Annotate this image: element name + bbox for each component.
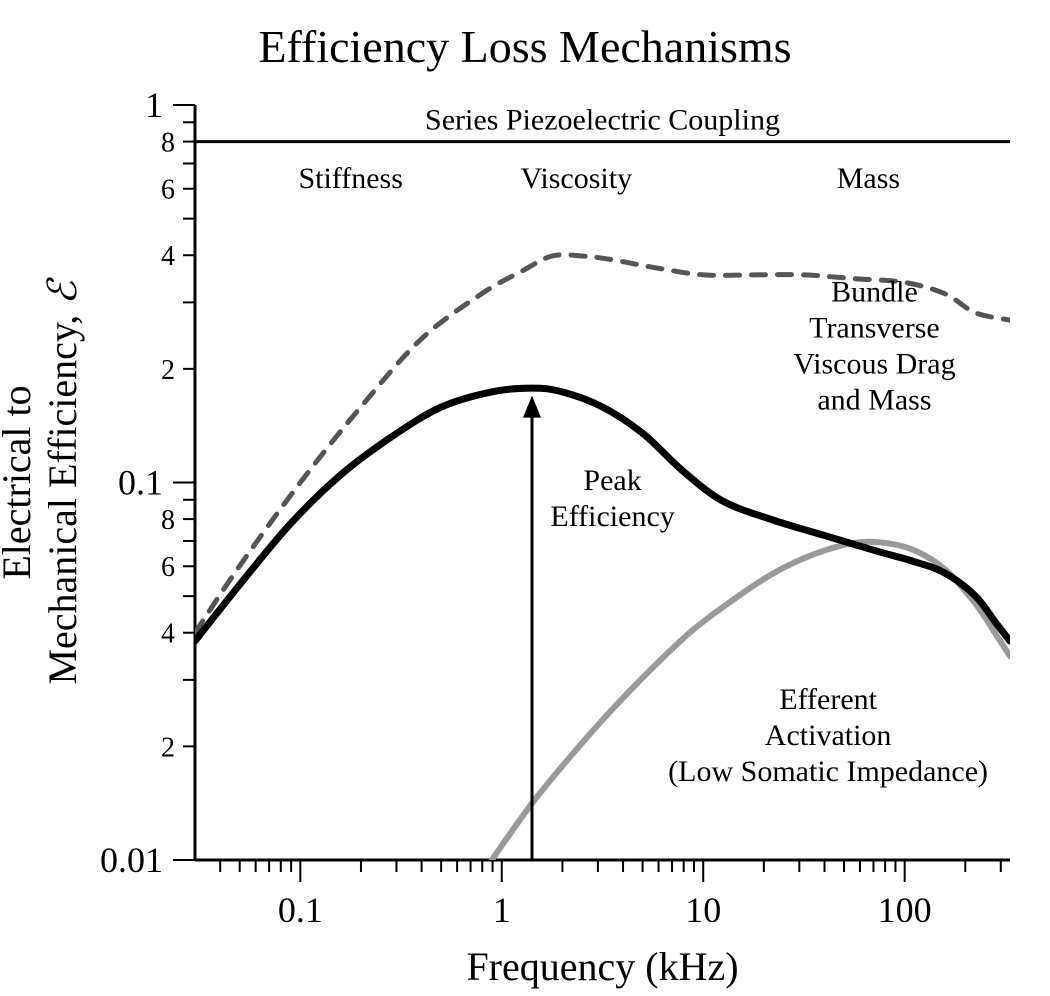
annotation-viscosity: Viscosity	[521, 162, 633, 195]
svg-text:Electrical to: Electrical to	[0, 385, 39, 579]
annotation-efferent-l1: Activation	[765, 719, 892, 752]
x-tick-label: 1	[493, 890, 511, 930]
y-minor-label: 8	[161, 128, 175, 159]
y-minor-label: 6	[161, 175, 175, 206]
y-tick-label: 0.1	[118, 463, 163, 503]
y-minor-label: 4	[161, 241, 175, 272]
annotation-efferent-l2: (Low Somatic Impedance)	[668, 755, 988, 788]
svg-text:Mechanical Efficiency, ℰ: Mechanical Efficiency, ℰ	[40, 277, 85, 685]
annotation-bundle-l3: and Mass	[817, 383, 931, 416]
y-minor-label: 8	[161, 505, 175, 536]
y-minor-label: 2	[161, 732, 175, 763]
series-coupling-label: Series Piezoelectric Coupling	[425, 104, 780, 137]
y-tick-label: 1	[145, 85, 163, 125]
x-tick-label: 10	[685, 890, 721, 930]
chart-container: Efficiency Loss Mechanisms 0.1 1 10 100 Frequ…	[0, 0, 1050, 996]
x-axis-label: Frequency (kHz)	[466, 944, 738, 989]
annotation-bundle-l1: Transverse	[809, 311, 940, 344]
annotation-peak-l0: Peak	[583, 464, 641, 497]
y-minor-label: 6	[161, 552, 175, 583]
annotation-stiffness: Stiffness	[298, 162, 402, 195]
y-minor-label: 4	[161, 619, 175, 650]
annotation-mass: Mass	[837, 162, 900, 195]
chart-svg: Efficiency Loss Mechanisms 0.1 1 10 100 Frequ…	[0, 0, 1050, 996]
y-tick-label: 0.01	[100, 840, 163, 880]
annotation-peak-l1: Efficiency	[550, 500, 674, 533]
y-minor-label: 2	[161, 355, 175, 386]
annotation-bundle-l2: Viscous Drag	[793, 347, 955, 380]
x-tick-label: 100	[878, 890, 932, 930]
annotation-bundle-l0: Bundle	[831, 275, 918, 308]
annotation-efferent-l0: Efferent	[779, 683, 877, 716]
chart-title: Efficiency Loss Mechanisms	[258, 21, 791, 72]
x-tick-label: 0.1	[278, 890, 323, 930]
